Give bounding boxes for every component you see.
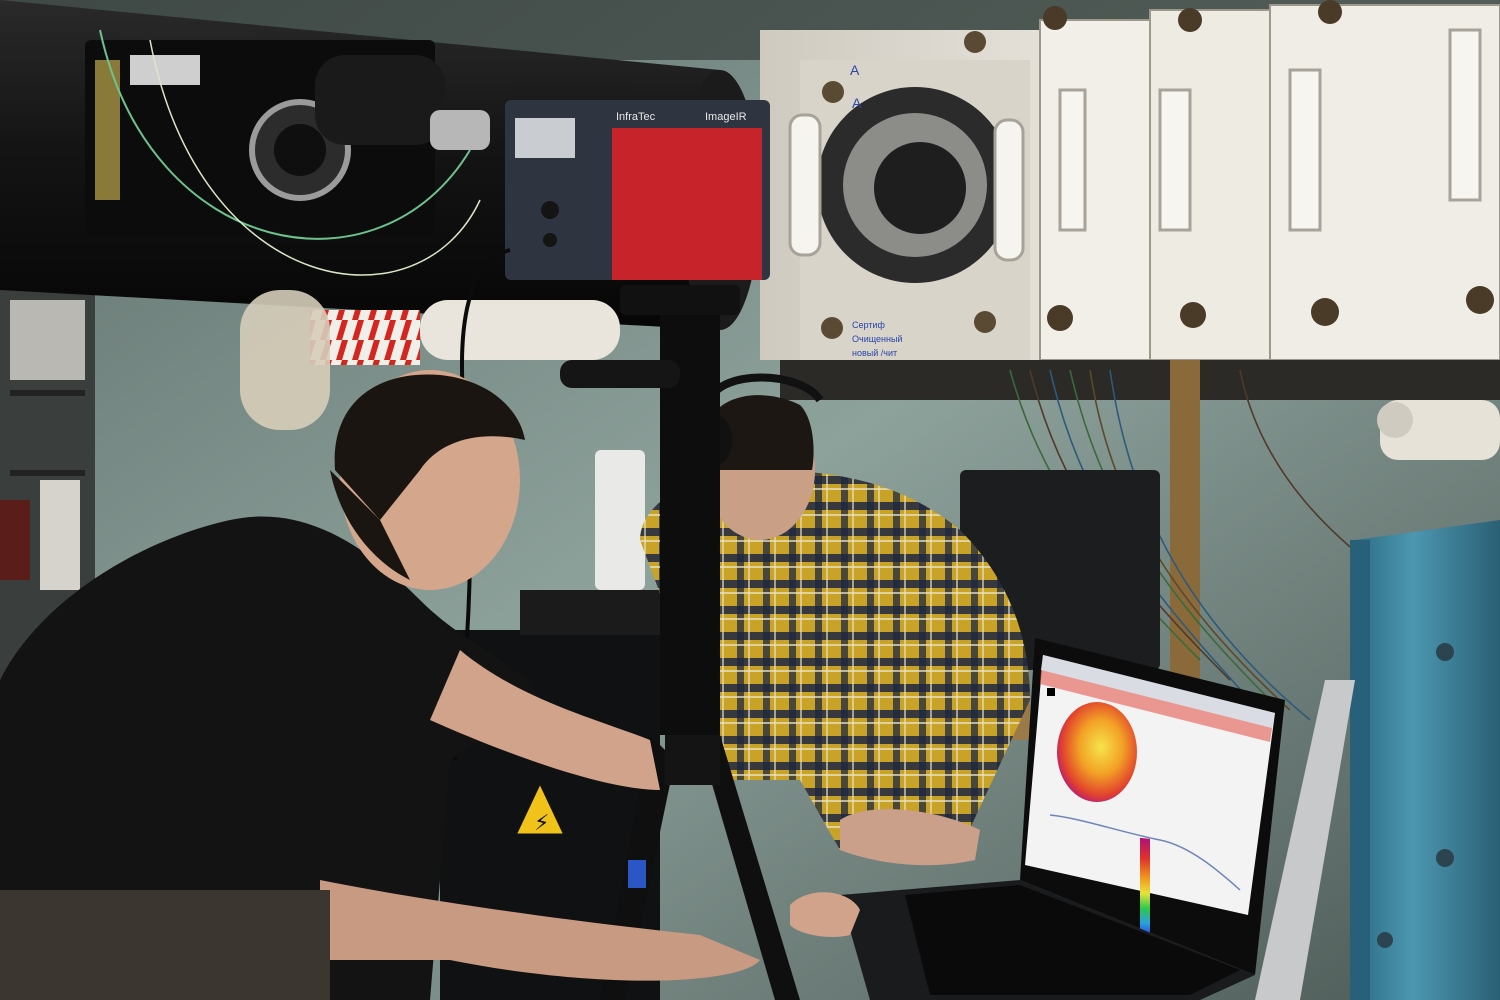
person-plaid-shirt — [640, 373, 1030, 866]
thermal-camera-front-panel — [612, 128, 762, 280]
tunnel-marking-top: A — [850, 62, 860, 78]
temperature-profile — [1049, 814, 1241, 891]
support-joint — [1377, 400, 1500, 460]
sensor-wire — [99, 29, 471, 240]
tunnel-note-1: Сертиф — [852, 320, 885, 330]
sensor-wire — [149, 39, 481, 276]
thermal-camera-rig: InfraTec ImageIR — [505, 100, 800, 1000]
second-monitor — [1255, 680, 1355, 1000]
tunnel-note-2: Очищенный — [852, 334, 902, 344]
white-container — [595, 450, 645, 590]
tunnel-note-3: новый /чит — [852, 348, 897, 358]
thermal-colorbar — [1140, 837, 1150, 939]
hazard-sign — [512, 778, 568, 837]
camera-brand-label: InfraTec — [616, 111, 656, 123]
laptop — [840, 638, 1285, 1000]
desk-top — [520, 590, 660, 635]
blue-steel-frame — [1350, 520, 1500, 1000]
person-black-tshirt — [0, 370, 860, 1000]
test-section: A A Сертиф Очищенный новый /чит — [760, 0, 1500, 361]
under-section-shadow — [780, 360, 1500, 400]
tunnel-marking-side: A — [852, 95, 862, 111]
wooden-frame — [1170, 360, 1200, 680]
preview-thumbnail — [1047, 688, 1055, 696]
laptop-keyboard — [905, 885, 1240, 995]
camera-model-label: ImageIR — [705, 111, 747, 123]
thermal-image — [1057, 702, 1137, 802]
high-voltage-warning-icon: ⚡ — [534, 811, 549, 836]
